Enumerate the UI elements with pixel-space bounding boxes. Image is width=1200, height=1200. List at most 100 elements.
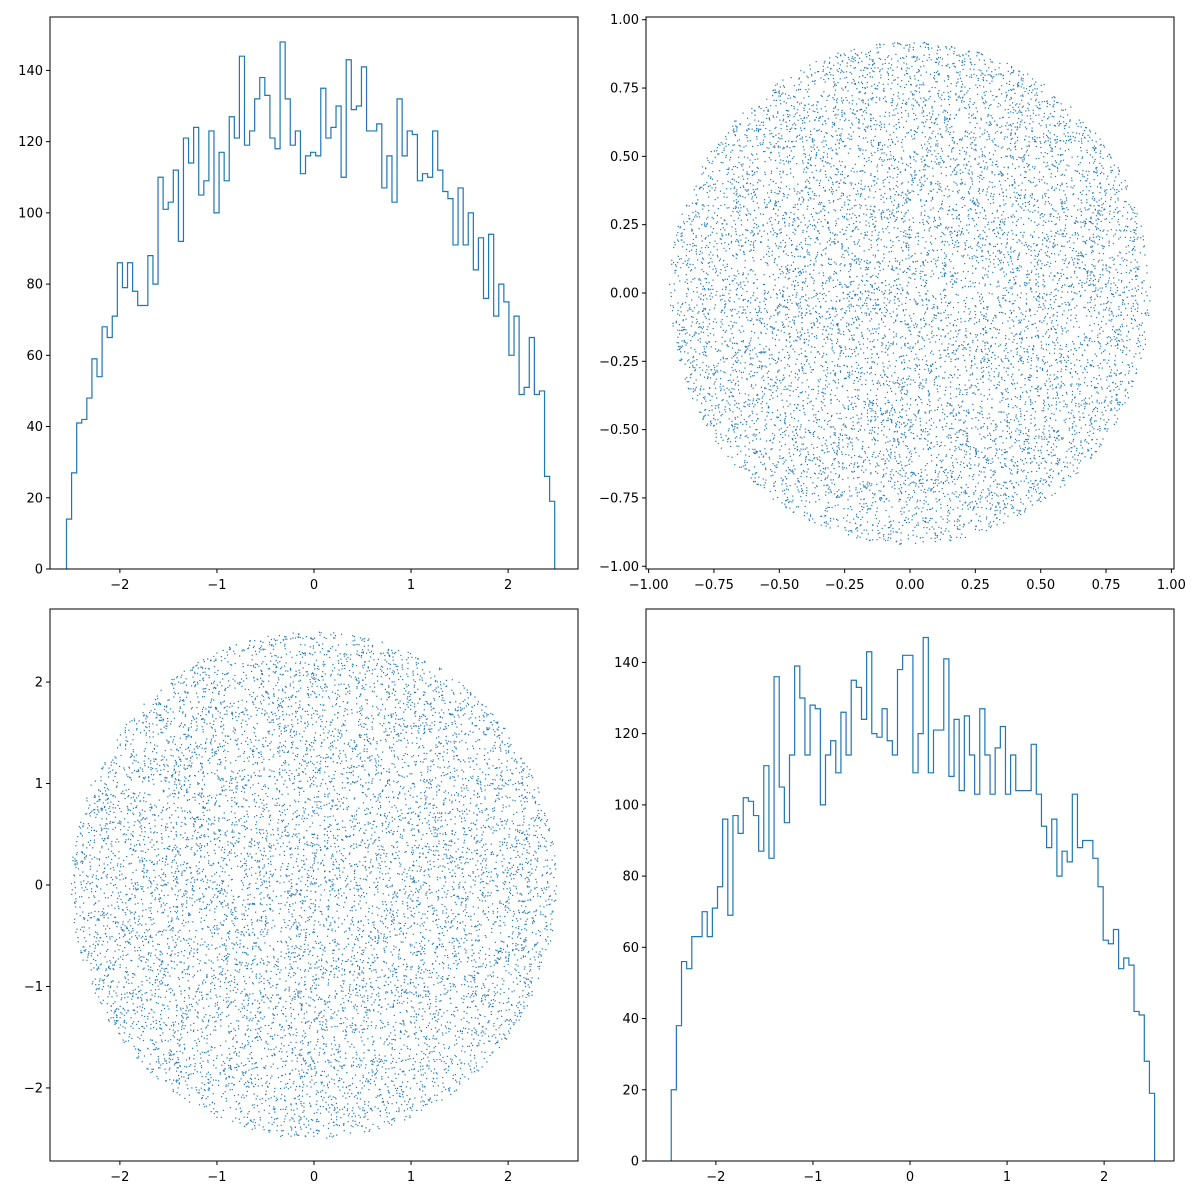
- scatter-point: [702, 351, 704, 353]
- scatter-point: [964, 277, 967, 279]
- scatter-point: [897, 186, 899, 188]
- scatter-point: [1012, 102, 1014, 104]
- scatter-point: [740, 340, 743, 342]
- scatter-point: [1019, 498, 1022, 500]
- scatter-point: [1046, 240, 1048, 242]
- scatter-point: [1021, 99, 1023, 101]
- scatter-point: [912, 55, 915, 57]
- scatter-point: [759, 180, 761, 182]
- scatter-point: [1053, 342, 1055, 344]
- scatter-point: [1144, 338, 1146, 340]
- scatter-point: [677, 336, 679, 338]
- scatter-point: [698, 228, 700, 230]
- scatter-point: [992, 352, 994, 354]
- scatter-point: [837, 218, 839, 220]
- scatter-point: [821, 515, 823, 517]
- scatter-point: [903, 270, 906, 272]
- scatter-point: [681, 345, 683, 347]
- scatter-point: [998, 304, 1001, 306]
- scatter-point: [1142, 235, 1144, 237]
- scatter-point: [762, 224, 764, 226]
- scatter-point: [707, 159, 709, 162]
- scatter-point: [1033, 486, 1035, 488]
- scatter-point: [711, 405, 713, 407]
- scatter-point: [1047, 118, 1049, 120]
- scatter-point: [879, 450, 881, 452]
- scatter-point: [1029, 211, 1031, 213]
- scatter-point: [791, 437, 793, 440]
- scatter-point: [900, 67, 902, 69]
- scatter-point: [955, 241, 957, 243]
- scatter-point: [1134, 221, 1136, 223]
- scatter-point: [933, 446, 935, 448]
- scatter-point: [804, 282, 806, 284]
- scatter-point: [755, 420, 758, 422]
- scatter-point: [834, 372, 837, 374]
- scatter-point: [805, 271, 807, 273]
- scatter-point: [997, 356, 999, 358]
- scatter-point: [1082, 170, 1084, 172]
- scatter-point: [1013, 325, 1015, 327]
- scatter-point: [934, 479, 936, 481]
- scatter-point: [1040, 142, 1042, 144]
- scatter-point: [822, 355, 824, 357]
- scatter-point: [722, 329, 724, 332]
- scatter-point: [1007, 217, 1009, 219]
- scatter-point: [697, 259, 699, 261]
- scatter-point: [940, 293, 942, 295]
- scatter-point: [1047, 408, 1049, 410]
- scatter-point: [1060, 386, 1062, 388]
- scatter-point: [1099, 144, 1101, 146]
- scatter-point: [802, 281, 804, 283]
- scatter-point: [758, 398, 760, 400]
- scatter-point: [1124, 390, 1126, 392]
- scatter-point: [887, 56, 889, 58]
- scatter-point: [892, 438, 894, 440]
- scatter-point: [704, 224, 706, 226]
- scatter-point: [951, 239, 953, 241]
- scatter-point: [931, 182, 933, 184]
- scatter-point: [878, 309, 881, 311]
- scatter-point: [1043, 320, 1045, 322]
- scatter-point: [779, 146, 781, 148]
- scatter-point: [911, 180, 913, 182]
- scatter-point: [1127, 303, 1129, 305]
- scatter-point: [820, 524, 822, 526]
- scatter-point: [1141, 292, 1143, 294]
- scatter-point: [1069, 135, 1071, 137]
- scatter-point: [795, 140, 797, 142]
- scatter-point: [861, 100, 863, 102]
- scatter-point: [908, 229, 910, 231]
- scatter-point: [1010, 132, 1012, 134]
- scatter-point: [902, 57, 904, 59]
- scatter-point: [788, 225, 790, 227]
- scatter-point: [1059, 410, 1061, 412]
- scatter-point: [1062, 154, 1064, 156]
- scatter-point: [839, 365, 841, 368]
- scatter-point: [896, 308, 898, 310]
- scatter-point: [806, 75, 808, 77]
- scatter-point: [708, 262, 711, 264]
- scatter-point: [854, 294, 856, 296]
- scatter-point: [765, 106, 767, 109]
- scatter-point: [912, 346, 914, 348]
- scatter-point: [982, 238, 984, 240]
- scatter-point: [1071, 249, 1074, 252]
- scatter-point: [1101, 237, 1104, 239]
- scatter-point: [916, 71, 918, 73]
- scatter-point: [1017, 86, 1019, 88]
- scatter-point: [1142, 348, 1144, 350]
- scatter-point: [1078, 291, 1080, 293]
- scatter-point: [901, 158, 903, 160]
- scatter-point: [994, 314, 996, 317]
- scatter-point: [951, 492, 953, 494]
- scatter-point: [981, 133, 983, 135]
- scatter-point: [889, 365, 891, 367]
- scatter-point: [805, 338, 807, 340]
- scatter-point: [1012, 158, 1015, 160]
- scatter-point: [1018, 306, 1020, 309]
- scatter-point: [709, 242, 711, 244]
- scatter-point: [1052, 164, 1054, 166]
- scatter-point: [1030, 357, 1032, 359]
- scatter-point: [894, 409, 896, 411]
